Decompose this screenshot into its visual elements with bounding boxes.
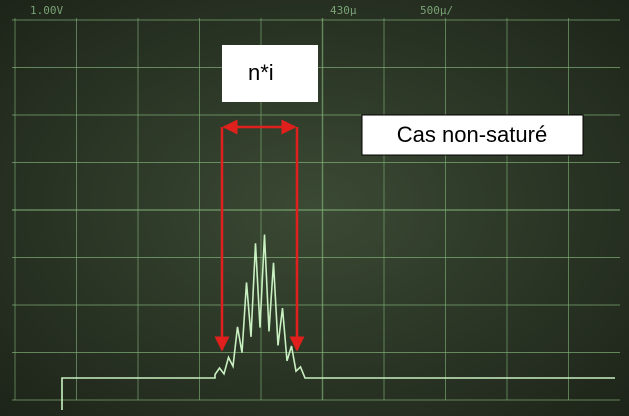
trigger-position: 430µ xyxy=(330,4,357,17)
condition-label: Cas non-saturé xyxy=(397,122,547,147)
pulse-width-label: n*i xyxy=(248,60,274,85)
annotation-arrows xyxy=(214,119,305,352)
channel-scale: 1.00V xyxy=(30,4,63,17)
label-box xyxy=(361,114,584,156)
graticule xyxy=(12,18,620,401)
timebase: 500µ/ xyxy=(420,4,453,17)
label-box xyxy=(222,45,318,102)
